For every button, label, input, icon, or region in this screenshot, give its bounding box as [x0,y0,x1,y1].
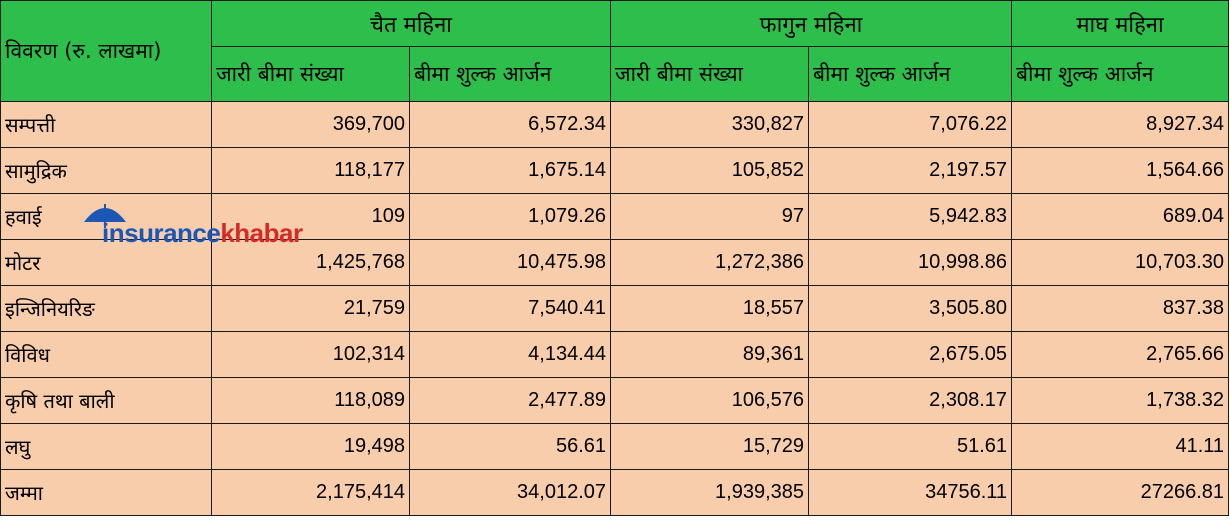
table-cell: 10,703.30 [1011,239,1230,286]
table-cell: 10,475.98 [408,239,612,286]
col-header-policies: जारी बीमा संख्या [610,46,810,102]
col-header-policies: जारी बीमा संख्या [211,46,410,102]
table-cell: 2,477.89 [408,377,612,424]
corner-header: विवरण (रु. लाखमा) [0,0,212,102]
table-cell: 5,942.83 [808,193,1013,240]
col-header-premium: बीमा शुल्क आर्जन [408,46,612,102]
table-cell: 2,175,414 [211,469,410,516]
insurance-premium-table: विवरण (रु. लाखमा) चैत महिना फागुन महिना … [0,0,1230,516]
row-label: विविध [0,331,212,378]
table-row: कृषि तथा बाली 118,089 2,477.89 106,576 2,308… [0,377,1230,424]
table-cell: 1,425,768 [211,239,410,286]
group-header-falgun: फागुन महिना [610,0,1013,47]
table-cell: 837.38 [1011,285,1230,332]
table-row: इन्जिनियरिङ 21,759 7,540.41 18,557 3,505.80 8… [0,285,1230,332]
group-header-chait: चैत महिना [210,0,612,47]
table-cell: 27266.81 [1011,469,1230,516]
table-cell: 4,134.44 [408,331,612,378]
row-label: जम्मा [0,469,212,516]
row-label: हवाई [0,193,212,240]
table-cell: 1,939,385 [610,469,810,516]
row-label: मोटर [0,239,212,286]
insurancekhabar-watermark: insurancekhabar [82,200,322,252]
col-header-premium: बीमा शुल्क आर्जन [808,46,1013,102]
table-cell: 105,852 [610,147,810,194]
table-cell: 15,729 [610,423,810,470]
table-cell: 89,361 [610,331,810,378]
table-body: सम्पत्ती 369,700 6,572.34 330,827 7,076.22 8,… [0,101,1230,516]
table-cell: 1,675.14 [408,147,612,194]
table-cell: 97 [610,193,810,240]
table-row: सम्पत्ती 369,700 6,572.34 330,827 7,076.22 8,… [0,101,1230,148]
table-cell: 2,308.17 [808,377,1013,424]
row-label: सामुद्रिक [0,147,212,194]
table-row: विविध 102,314 4,134.44 89,361 2,675.05 2,765.… [0,331,1230,378]
table-cell: 109 [211,193,410,240]
table-cell: 18,557 [610,285,810,332]
table-cell: 8,927.34 [1011,101,1230,148]
col-header-premium: बीमा शुल्क आर्जन [1011,46,1230,102]
table-cell: 41.11 [1011,423,1230,470]
table-cell: 7,540.41 [408,285,612,332]
table-cell: 102,314 [211,331,410,378]
table-cell: 2,675.05 [808,331,1013,378]
table-cell: 10,998.86 [808,239,1013,286]
row-label: सम्पत्ती [0,101,212,148]
row-label: लघु [0,423,212,470]
table-cell: 1,079.26 [408,193,612,240]
table-cell: 118,089 [211,377,410,424]
table-cell: 106,576 [610,377,810,424]
table-cell: 3,505.80 [808,285,1013,332]
table-cell: 689.04 [1011,193,1230,240]
table-cell: 2,197.57 [808,147,1013,194]
logo-text-insurance: insurance [102,218,221,248]
table-cell: 34756.11 [808,469,1013,516]
logo-text-khabar: khabar [220,218,303,248]
table-cell: 7,076.22 [808,101,1013,148]
table-cell: 21,759 [211,285,410,332]
table-cell: 118,177 [211,147,410,194]
table-cell: 369,700 [211,101,410,148]
umbrella-icon [84,204,126,228]
row-label: कृषि तथा बाली [0,377,212,424]
table-row: मोटर 1,425,768 10,475.98 1,272,386 10,998.86… [0,239,1230,286]
table-cell: 1,738.32 [1011,377,1230,424]
table-cell: 2,765.66 [1011,331,1230,378]
row-label: इन्जिनियरिङ [0,285,212,332]
table-cell: 56.61 [408,423,612,470]
table-cell: 6,572.34 [408,101,612,148]
table-cell: 34,012.07 [408,469,612,516]
table-cell: 330,827 [610,101,810,148]
table-cell: 1,272,386 [610,239,810,286]
table-row: लघु 19,498 56.61 15,729 51.61 41.11 [0,423,1230,470]
table-cell: 1,564.66 [1011,147,1230,194]
table-row: हवाई 109 1,079.26 97 5,942.83 689.04 [0,193,1230,240]
table-cell: 19,498 [211,423,410,470]
table-cell: 51.61 [808,423,1013,470]
table-row: जम्मा 2,175,414 34,012.07 1,939,385 34756.11… [0,469,1230,516]
group-header-magh: माघ महिना [1011,0,1230,47]
table-row: सामुद्रिक 118,177 1,675.14 105,852 2,197.57 1… [0,147,1230,194]
